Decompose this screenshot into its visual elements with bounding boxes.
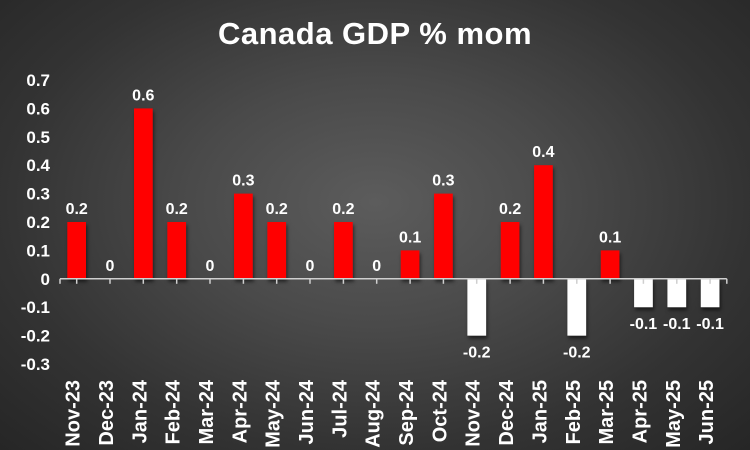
svg-text:Nov-23: Nov-23 bbox=[63, 380, 85, 447]
svg-text:0.3: 0.3 bbox=[26, 185, 50, 204]
svg-text:0.1: 0.1 bbox=[26, 241, 50, 260]
svg-text:-0.3: -0.3 bbox=[21, 355, 50, 374]
svg-text:Jun-25: Jun-25 bbox=[696, 380, 718, 444]
svg-text:May-24: May-24 bbox=[263, 379, 285, 448]
svg-text:0.6: 0.6 bbox=[26, 99, 50, 118]
svg-text:Jul-24: Jul-24 bbox=[329, 379, 351, 438]
svg-text:0.6: 0.6 bbox=[132, 87, 154, 104]
svg-text:Apr-25: Apr-25 bbox=[629, 380, 651, 443]
svg-text:0: 0 bbox=[372, 258, 381, 275]
svg-text:0.2: 0.2 bbox=[26, 213, 50, 232]
svg-text:-0.2: -0.2 bbox=[563, 345, 591, 362]
svg-text:-0.2: -0.2 bbox=[21, 327, 50, 346]
svg-text:-0.1: -0.1 bbox=[21, 298, 50, 317]
svg-text:0.3: 0.3 bbox=[432, 173, 454, 190]
svg-text:Apr-24: Apr-24 bbox=[229, 379, 251, 443]
svg-text:-0.2: -0.2 bbox=[463, 345, 491, 362]
svg-text:0.5: 0.5 bbox=[26, 128, 50, 147]
svg-text:0.1: 0.1 bbox=[399, 229, 421, 246]
svg-text:Dec-23: Dec-23 bbox=[96, 380, 118, 446]
svg-text:0.7: 0.7 bbox=[26, 71, 50, 90]
svg-text:Dec-24: Dec-24 bbox=[496, 379, 518, 445]
svg-text:0.2: 0.2 bbox=[66, 201, 88, 218]
svg-text:0.3: 0.3 bbox=[232, 173, 254, 190]
svg-text:0.1: 0.1 bbox=[599, 229, 621, 246]
svg-text:Jan-24: Jan-24 bbox=[129, 379, 151, 443]
svg-text:0: 0 bbox=[206, 258, 215, 275]
svg-text:0: 0 bbox=[306, 258, 315, 275]
svg-text:0.2: 0.2 bbox=[499, 201, 521, 218]
svg-text:May-25: May-25 bbox=[663, 380, 685, 448]
svg-text:Oct-24: Oct-24 bbox=[429, 379, 451, 442]
svg-text:Feb-25: Feb-25 bbox=[563, 380, 585, 444]
svg-text:Jan-25: Jan-25 bbox=[529, 380, 551, 443]
svg-text:-0.1: -0.1 bbox=[663, 316, 691, 333]
svg-text:0.2: 0.2 bbox=[266, 201, 288, 218]
svg-text:Mar-25: Mar-25 bbox=[596, 380, 618, 444]
svg-text:0.2: 0.2 bbox=[332, 201, 354, 218]
svg-text:0: 0 bbox=[106, 258, 115, 275]
svg-text:Nov-24: Nov-24 bbox=[463, 379, 485, 447]
svg-text:0.4: 0.4 bbox=[26, 156, 50, 175]
svg-text:Jun-24: Jun-24 bbox=[296, 379, 318, 444]
svg-text:-0.1: -0.1 bbox=[696, 316, 724, 333]
svg-text:Sep-24: Sep-24 bbox=[396, 379, 418, 445]
svg-text:0: 0 bbox=[41, 270, 50, 289]
svg-text:0.2: 0.2 bbox=[166, 201, 188, 218]
svg-text:Aug-24: Aug-24 bbox=[363, 379, 385, 448]
svg-text:-0.1: -0.1 bbox=[630, 316, 658, 333]
svg-text:Mar-24: Mar-24 bbox=[196, 379, 218, 444]
svg-text:0.4: 0.4 bbox=[532, 144, 554, 161]
svg-text:Feb-24: Feb-24 bbox=[163, 379, 185, 444]
